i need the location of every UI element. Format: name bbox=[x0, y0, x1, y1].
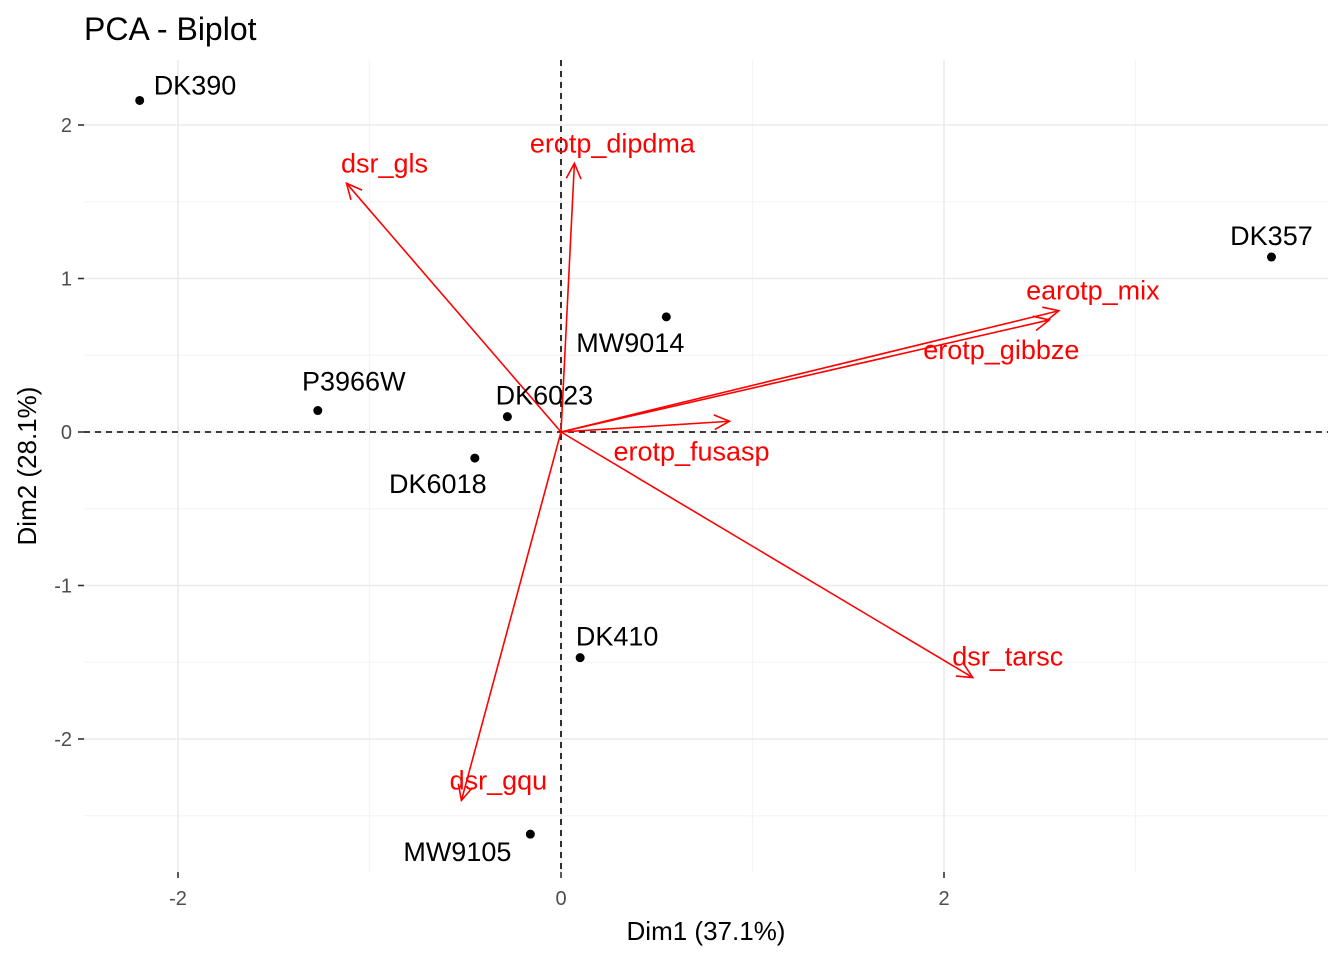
variable-label: erotp_gibbze bbox=[923, 335, 1079, 365]
point-label: DK6018 bbox=[389, 469, 487, 499]
point-label: P3966W bbox=[302, 367, 406, 397]
point-marker bbox=[1266, 252, 1276, 262]
variable-arrow: erotp_gibbze bbox=[560, 315, 1079, 433]
point-marker bbox=[575, 653, 585, 663]
point-label: DK390 bbox=[154, 70, 237, 100]
y-tick-label: 2 bbox=[61, 115, 72, 137]
variable-arrow: dsr_tarsc bbox=[560, 431, 1063, 679]
variable-arrow-shaft bbox=[560, 309, 1060, 433]
chart-title: PCA - Biplot bbox=[84, 11, 257, 47]
point-marker bbox=[502, 412, 512, 422]
reference-lines bbox=[84, 60, 1328, 872]
y-tick-label: 1 bbox=[61, 269, 72, 291]
variable-label: erotp_dipdma bbox=[530, 128, 696, 158]
variable-arrow: dsr_gls bbox=[341, 148, 562, 433]
variable-label: earotp_mix bbox=[1026, 276, 1160, 306]
axis-ticks: -2 0 2 -2 -1 0 1 2 bbox=[54, 115, 949, 910]
y-tick-label: 0 bbox=[61, 422, 72, 444]
variable-arrow-shaft bbox=[560, 431, 974, 679]
point-label: MW9014 bbox=[576, 328, 684, 358]
variable-arrows: dsr_gls erotp_dipdma earotp_mix erotp_gibbz… bbox=[341, 128, 1160, 803]
individual-points: DK390 DK357 MW9014 P3966W DK6023 DK6018 DK410 M… bbox=[135, 70, 1313, 867]
x-axis-title: Dim1 (37.1%) bbox=[627, 916, 786, 946]
point-label: DK357 bbox=[1230, 221, 1313, 251]
variable-label: dsr_gqu bbox=[450, 765, 548, 795]
point-marker bbox=[525, 829, 535, 839]
x-tick-label: -2 bbox=[169, 888, 187, 910]
x-tick-label: 0 bbox=[555, 888, 566, 910]
individual-point: DK6023 bbox=[496, 381, 594, 422]
variable-arrow: earotp_mix bbox=[560, 276, 1160, 433]
point-label: MW9105 bbox=[403, 837, 511, 867]
point-marker bbox=[661, 312, 671, 322]
individual-point: DK390 bbox=[135, 70, 236, 105]
variable-arrow-shaft bbox=[560, 319, 1050, 433]
variable-arrow-head bbox=[1042, 306, 1061, 323]
point-label: DK6023 bbox=[496, 381, 594, 411]
point-marker bbox=[313, 406, 323, 416]
point-label: DK410 bbox=[576, 622, 659, 652]
individual-point: MW9105 bbox=[403, 829, 535, 867]
x-tick-label: 2 bbox=[938, 888, 949, 910]
variable-arrow-shaft bbox=[560, 163, 576, 433]
individual-point: P3966W bbox=[302, 367, 406, 416]
y-tick-label: -1 bbox=[54, 576, 72, 598]
variable-arrow-head bbox=[457, 783, 474, 803]
individual-point: MW9014 bbox=[576, 312, 684, 358]
point-marker bbox=[135, 95, 145, 105]
individual-point: DK410 bbox=[575, 622, 659, 663]
variable-label: dsr_gls bbox=[341, 148, 428, 178]
variable-label: dsr_tarsc bbox=[952, 642, 1063, 672]
point-marker bbox=[470, 453, 480, 463]
variable-arrow-head bbox=[1032, 315, 1052, 332]
variable-label: erotp_fusasp bbox=[613, 436, 769, 466]
variable-arrow: erotp_dipdma bbox=[530, 128, 696, 433]
variable-arrow-shaft bbox=[560, 420, 730, 433]
individual-point: DK6018 bbox=[389, 453, 487, 499]
variable-arrow: dsr_gqu bbox=[450, 431, 562, 803]
variable-arrow-head bbox=[713, 414, 732, 431]
y-tick-label: -2 bbox=[54, 729, 72, 751]
variable-arrow-shaft bbox=[345, 182, 562, 433]
variable-arrow-head bbox=[565, 161, 582, 180]
variable-arrow-head bbox=[345, 181, 363, 200]
variable-arrow: erotp_fusasp bbox=[560, 414, 770, 466]
variable-arrow-head bbox=[955, 662, 975, 679]
individual-point: DK357 bbox=[1230, 221, 1313, 262]
y-axis-title: Dim2 (28.1%) bbox=[12, 387, 42, 546]
variable-arrow-shaft bbox=[460, 431, 562, 801]
